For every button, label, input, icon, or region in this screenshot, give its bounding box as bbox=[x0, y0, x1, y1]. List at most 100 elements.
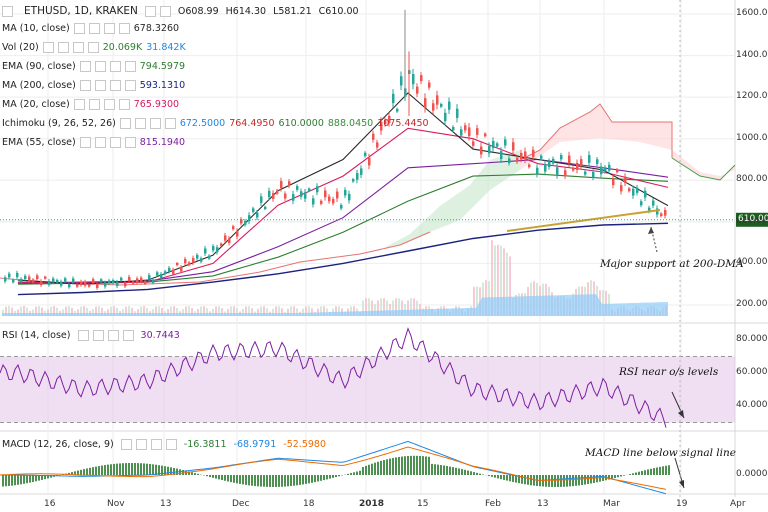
volume-bar bbox=[86, 307, 88, 316]
candle-body bbox=[276, 190, 279, 194]
candle-body bbox=[56, 279, 59, 283]
close-icon[interactable] bbox=[72, 42, 84, 53]
macd-bar bbox=[575, 475, 577, 486]
macd-bar bbox=[20, 475, 22, 485]
macd-bar bbox=[398, 456, 400, 475]
settings-icon[interactable] bbox=[135, 439, 147, 450]
candle-body bbox=[72, 278, 75, 283]
settings-icon[interactable] bbox=[92, 330, 104, 341]
eye-icon[interactable] bbox=[73, 99, 85, 110]
indicator-legend-row: MA (200, close) 593.1310 bbox=[2, 79, 189, 93]
macd-bar bbox=[242, 475, 244, 485]
settings-icon[interactable] bbox=[57, 42, 69, 53]
volume-bar bbox=[197, 308, 199, 316]
rsi-band bbox=[0, 356, 735, 423]
more-icon[interactable] bbox=[124, 80, 136, 91]
candle-body bbox=[100, 279, 103, 282]
volume-bar bbox=[71, 307, 73, 316]
macd-bar bbox=[581, 475, 583, 486]
macd-bar bbox=[668, 465, 670, 475]
macd-value-3: -52.5980 bbox=[283, 439, 326, 450]
close-icon[interactable] bbox=[109, 61, 121, 72]
macd-bar bbox=[578, 475, 580, 486]
settings-icon[interactable] bbox=[134, 118, 146, 129]
rsi-tick-label: 80.0000 bbox=[736, 334, 768, 344]
more-icon[interactable] bbox=[87, 42, 99, 53]
volume-bar bbox=[77, 309, 79, 316]
collapse-icon[interactable] bbox=[2, 6, 13, 17]
close-icon[interactable] bbox=[150, 439, 162, 450]
eye-icon[interactable] bbox=[77, 330, 89, 341]
macd-bar bbox=[404, 456, 406, 475]
eye-icon[interactable] bbox=[42, 42, 54, 53]
time-tick-label: 18 bbox=[303, 499, 315, 509]
price-tick-label: 1400.00 bbox=[736, 49, 768, 60]
candle-body bbox=[180, 267, 183, 272]
indicator-legend-label: Ichimoku (9, 26, 52, 26) bbox=[2, 118, 116, 129]
eye-icon[interactable] bbox=[79, 137, 91, 148]
macd-bar bbox=[227, 475, 229, 482]
candle-body bbox=[160, 274, 163, 279]
volume-bar bbox=[26, 307, 28, 316]
add-icon[interactable] bbox=[159, 6, 171, 17]
settings-icon[interactable] bbox=[88, 99, 100, 110]
candle-body bbox=[260, 196, 263, 203]
candle-body bbox=[128, 276, 131, 281]
candle-body bbox=[312, 198, 315, 205]
macd-bar bbox=[89, 467, 91, 475]
macd-bar bbox=[491, 475, 493, 477]
settings-icon[interactable] bbox=[144, 6, 156, 17]
more-icon[interactable] bbox=[124, 137, 136, 148]
settings-icon[interactable] bbox=[88, 23, 100, 34]
more-icon[interactable] bbox=[118, 23, 130, 34]
volume-bar bbox=[188, 306, 190, 316]
eye-icon[interactable] bbox=[73, 23, 85, 34]
candle-body bbox=[112, 280, 115, 284]
close-icon[interactable] bbox=[149, 118, 161, 129]
candle-body bbox=[400, 76, 403, 86]
macd-bar bbox=[77, 470, 79, 475]
macd-bar bbox=[32, 475, 34, 482]
macd-bar bbox=[572, 475, 574, 487]
close-icon[interactable] bbox=[103, 23, 115, 34]
candle-body bbox=[444, 112, 447, 122]
candle-body bbox=[212, 246, 215, 251]
ohlc-high: H614.30 bbox=[225, 6, 267, 17]
macd-bar bbox=[617, 475, 619, 478]
macd-histogram bbox=[2, 455, 670, 487]
eye-icon[interactable] bbox=[120, 439, 132, 450]
close-icon[interactable] bbox=[107, 330, 119, 341]
candle-body bbox=[496, 143, 499, 147]
more-icon[interactable] bbox=[164, 118, 176, 129]
volume-bar bbox=[362, 300, 364, 316]
macd-bar bbox=[476, 472, 478, 475]
volume-bar bbox=[218, 306, 220, 316]
more-icon[interactable] bbox=[165, 439, 177, 450]
volume-bar bbox=[80, 306, 82, 316]
eye-icon[interactable] bbox=[119, 118, 131, 129]
macd-bar bbox=[350, 473, 352, 475]
macd-bar bbox=[368, 464, 370, 475]
macd-bar bbox=[254, 475, 256, 487]
macd-bar bbox=[38, 475, 40, 481]
macd-bar bbox=[557, 475, 559, 487]
volume-bar bbox=[383, 298, 385, 316]
candle-body bbox=[396, 108, 399, 112]
candle-body bbox=[464, 125, 467, 131]
settings-icon[interactable] bbox=[94, 80, 106, 91]
macd-bar bbox=[521, 475, 523, 484]
close-icon[interactable] bbox=[109, 80, 121, 91]
macd-bar bbox=[224, 475, 226, 481]
eye-icon[interactable] bbox=[79, 61, 91, 72]
settings-icon[interactable] bbox=[94, 137, 106, 148]
settings-icon[interactable] bbox=[94, 61, 106, 72]
more-icon[interactable] bbox=[124, 61, 136, 72]
close-icon[interactable] bbox=[109, 137, 121, 148]
macd-bar bbox=[149, 463, 151, 475]
close-icon[interactable] bbox=[103, 99, 115, 110]
candle-body bbox=[28, 276, 31, 281]
more-icon[interactable] bbox=[122, 330, 134, 341]
eye-icon[interactable] bbox=[79, 80, 91, 91]
more-icon[interactable] bbox=[118, 99, 130, 110]
